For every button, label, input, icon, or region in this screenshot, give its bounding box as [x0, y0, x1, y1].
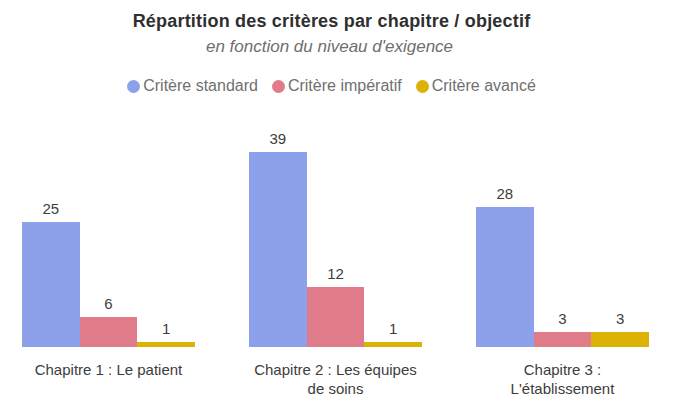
chart-page: Répartition des critères par chapitre / … [0, 0, 673, 418]
legend-item[interactable]: Critère standard [127, 77, 258, 95]
bar-cell: 3 [591, 127, 649, 347]
bar-group: 28 3 3 [476, 127, 649, 347]
bar-group: 25 6 1 [22, 127, 195, 347]
bar-value-label: 3 [616, 311, 624, 326]
bar[interactable] [591, 332, 649, 347]
legend-label: Critère impératif [288, 77, 402, 95]
chart-title: Répartition des critères par chapitre / … [0, 11, 663, 32]
bar-value-label: 6 [104, 296, 112, 311]
legend-label: Critère standard [143, 77, 258, 95]
bar[interactable] [364, 342, 422, 347]
bar[interactable] [476, 207, 534, 347]
circle-icon [272, 80, 285, 93]
bar[interactable] [307, 287, 365, 347]
bar-cell: 28 [476, 127, 534, 347]
x-axis-category-label: Chapitre 3 : L'établissement [476, 360, 649, 398]
x-axis-category-label: Chapitre 1 : Le patient [22, 360, 195, 398]
bar-value-label: 3 [558, 311, 566, 326]
bar-group: 39 12 1 [249, 127, 422, 347]
bar-cell: 3 [534, 127, 592, 347]
bar[interactable] [80, 317, 138, 347]
bar-value-label: 39 [269, 131, 286, 146]
bar-value-label: 28 [496, 186, 513, 201]
bar-cell: 39 [249, 127, 307, 347]
bar-value-label: 12 [327, 266, 344, 281]
bar[interactable] [137, 342, 195, 347]
bar[interactable] [534, 332, 592, 347]
bar-cell: 12 [307, 127, 365, 347]
bar-value-label: 25 [42, 201, 59, 216]
legend-item[interactable]: Critère avancé [416, 77, 536, 95]
bar-cell: 1 [364, 127, 422, 347]
bar-value-label: 1 [162, 321, 170, 336]
bar-cell: 6 [80, 127, 138, 347]
bar-cell: 25 [22, 127, 80, 347]
circle-icon [416, 80, 429, 93]
bar[interactable] [22, 222, 80, 347]
circle-icon [127, 80, 140, 93]
chart-legend: Critère standard Critère impératif Critère… [0, 77, 663, 95]
x-axis-labels: Chapitre 1 : Le patient Chapitre 2 : Les … [22, 360, 649, 398]
legend-item[interactable]: Critère impératif [272, 77, 402, 95]
bar-chart: 25 6 1 39 12 1 28 3 3 [22, 127, 649, 347]
legend-label: Critère avancé [432, 77, 536, 95]
bar-value-label: 1 [389, 321, 397, 336]
x-axis-category-label: Chapitre 2 : Les équipes de soins [249, 360, 422, 398]
chart-subtitle: en fonction du niveau d'exigence [0, 37, 659, 57]
bar-cell: 1 [137, 127, 195, 347]
bar[interactable] [249, 152, 307, 347]
